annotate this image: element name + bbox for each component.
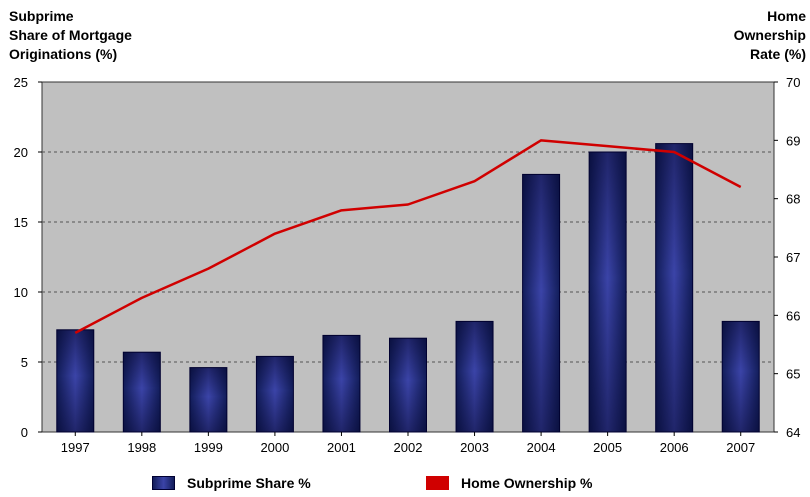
bar-shade-1998 bbox=[123, 352, 161, 432]
right-axis-ticks: 64 65 66 67 68 69 70 bbox=[774, 75, 800, 440]
bar-shade-2004 bbox=[522, 174, 560, 432]
x-tick-label-2001: 2001 bbox=[327, 440, 356, 455]
x-tick-label-2004: 2004 bbox=[527, 440, 556, 455]
legend-label-home-ownership: Home Ownership % bbox=[461, 475, 593, 491]
x-tick-label-1997: 1997 bbox=[61, 440, 90, 455]
legend-label-subprime: Subprime Share % bbox=[187, 475, 311, 491]
right-tick-label: 67 bbox=[786, 250, 800, 265]
bar-shade-1999 bbox=[189, 367, 227, 432]
bar-shade-2003 bbox=[456, 321, 494, 432]
bar-series bbox=[56, 143, 760, 433]
left-axis-title: Subprime Share of Mortgage Originations … bbox=[9, 8, 132, 62]
x-tick-label-2005: 2005 bbox=[593, 440, 622, 455]
right-axis-title: Home Ownership Rate (%) bbox=[733, 8, 806, 62]
x-tick-label-2002: 2002 bbox=[394, 440, 423, 455]
left-axis-ticks: 0 5 10 15 20 25 bbox=[14, 75, 42, 440]
legend-item-subprime: Subprime Share % bbox=[152, 473, 311, 493]
left-tick-label: 20 bbox=[14, 145, 28, 160]
right-tick-label: 66 bbox=[786, 308, 800, 323]
line-series bbox=[74, 139, 742, 334]
legend-swatch-subprime bbox=[152, 476, 175, 490]
right-tick-label: 68 bbox=[786, 192, 800, 207]
bar-shade-2007 bbox=[722, 321, 760, 432]
right-tick-label: 64 bbox=[786, 425, 800, 440]
bar-shade-2005 bbox=[589, 152, 627, 432]
legend-swatch-home-ownership bbox=[426, 476, 449, 490]
x-tick-label-1999: 1999 bbox=[194, 440, 223, 455]
x-tick-label-1998: 1998 bbox=[127, 440, 156, 455]
bar-shade-2006 bbox=[655, 143, 693, 432]
right-tick-label: 70 bbox=[786, 75, 800, 90]
bar-shade-1997 bbox=[56, 329, 94, 432]
right-tick-label: 69 bbox=[786, 133, 800, 148]
bar-shade-2002 bbox=[389, 338, 427, 432]
bar-shade-2000 bbox=[256, 356, 294, 432]
x-tick-label-2003: 2003 bbox=[460, 440, 489, 455]
left-tick-label: 25 bbox=[14, 75, 28, 90]
x-tick-label-2006: 2006 bbox=[660, 440, 689, 455]
x-tick-label-2007: 2007 bbox=[726, 440, 755, 455]
legend-item-home-ownership: Home Ownership % bbox=[426, 473, 592, 493]
x-tick-label-2000: 2000 bbox=[260, 440, 289, 455]
left-tick-label: 5 bbox=[21, 355, 28, 370]
x-axis-ticks: 1997 1998 1999 2000 2001 2002 2003 2004 2005 2006… bbox=[61, 432, 755, 455]
left-tick-label: 10 bbox=[14, 285, 28, 300]
left-tick-label: 15 bbox=[14, 215, 28, 230]
right-tick-label: 65 bbox=[786, 367, 800, 382]
left-tick-label: 0 bbox=[21, 425, 28, 440]
bar-shade-2001 bbox=[322, 335, 360, 432]
